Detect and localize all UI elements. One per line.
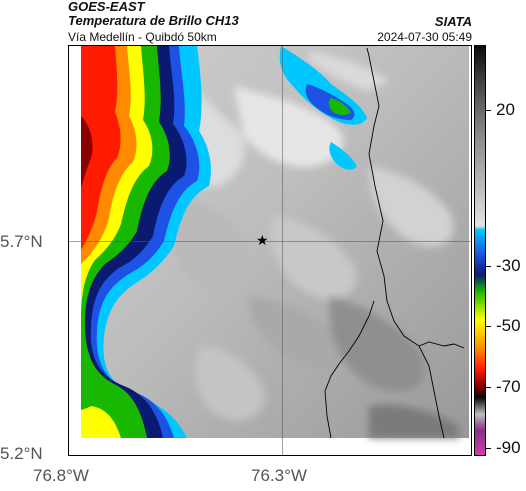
product-title: Temperatura de Brillo CH13 bbox=[68, 13, 239, 28]
colorbar-tick bbox=[485, 266, 491, 267]
colorbar-gradient bbox=[475, 46, 485, 455]
timestamp-label: 2024-07-30 05:49 bbox=[377, 30, 472, 44]
meridian-gridline bbox=[282, 46, 283, 455]
map-overlay bbox=[324, 47, 465, 439]
satellite-title: GOES-EAST bbox=[68, 0, 145, 14]
satellite-image bbox=[69, 46, 471, 455]
parallel-gridline bbox=[69, 241, 471, 242]
x-tick-label: 76.3°W bbox=[251, 466, 307, 485]
colorbar-label: -50 bbox=[496, 316, 521, 335]
small-cloud-cells bbox=[279, 46, 367, 170]
cold-cloud-band bbox=[81, 46, 211, 438]
y-tick-label: 5.7°N bbox=[0, 232, 43, 251]
station-marker-icon: ★ bbox=[256, 232, 269, 248]
colorbar-tick bbox=[485, 326, 491, 327]
colorbar-tick bbox=[485, 387, 491, 388]
y-tick-label: 5.2°N bbox=[0, 444, 43, 463]
agency-label: SIATA bbox=[434, 14, 472, 29]
map-panel: ★ bbox=[68, 45, 472, 456]
colorbar-label: -30 bbox=[496, 256, 521, 275]
colorbar-label: -70 bbox=[496, 377, 521, 396]
colorbar bbox=[474, 45, 486, 456]
colorbar-tick bbox=[485, 110, 491, 111]
title-block: GOES-EAST Temperatura de Brillo CH13 bbox=[68, 0, 472, 28]
colorbar-label: 20 bbox=[496, 100, 515, 119]
colorbar-tick bbox=[485, 448, 491, 449]
route-subtitle: Vía Medellín - Quibdó 50km bbox=[68, 30, 217, 44]
x-tick-label: 76.8°W bbox=[33, 466, 89, 485]
colorbar-label: -90 bbox=[496, 438, 521, 457]
